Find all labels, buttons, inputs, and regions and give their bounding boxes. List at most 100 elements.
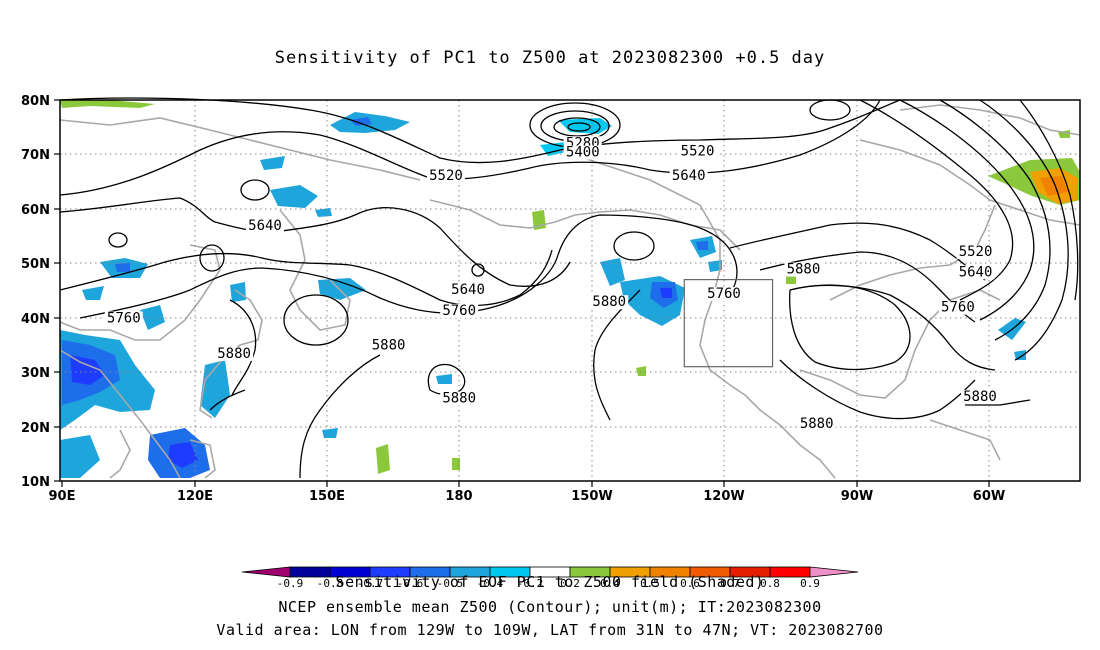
lon-label: 90W xyxy=(841,489,873,504)
shade-patch xyxy=(558,118,612,134)
colorbar-label: 0.8 xyxy=(760,577,780,590)
colorbar-label: 0.5 xyxy=(640,577,660,590)
colorbar-label: 0.2 xyxy=(560,577,580,590)
axis-ticks xyxy=(54,99,990,487)
shade-patch xyxy=(696,241,708,250)
shade-patch xyxy=(60,435,100,478)
shade-patch xyxy=(1014,350,1026,360)
contour-labels: 5280540055205520564056405640576057605760… xyxy=(104,135,999,432)
lon-label: 150W xyxy=(571,489,612,504)
lat-label: 50N xyxy=(21,257,50,272)
shade-patch xyxy=(270,185,318,208)
lon-label: 60W xyxy=(973,489,1005,504)
lat-label: 30N xyxy=(21,366,50,381)
contour-label: 5760 xyxy=(442,303,476,319)
contour-label-bg xyxy=(678,144,717,159)
contour-label-bg xyxy=(956,245,995,260)
colorbar-label: -0.4 xyxy=(477,577,504,590)
colorbar-label: -0.8 xyxy=(317,577,344,590)
shade-patch xyxy=(115,263,130,272)
lat-label: 40N xyxy=(21,312,50,327)
colorbar-label: -0.6 xyxy=(397,577,424,590)
caption-shaded: Sensitivity of EOF PC1 to Z500 field (Sh… xyxy=(335,573,765,591)
shade-patch xyxy=(660,288,672,298)
shade-patch xyxy=(436,374,452,384)
shade-patch xyxy=(350,117,372,126)
contour-label: 5880 xyxy=(787,262,821,278)
contour-label: 5880 xyxy=(592,294,626,310)
colorbar-label: -0.5 xyxy=(437,577,464,590)
lon-label: 120W xyxy=(703,489,744,504)
contour-label: 5760 xyxy=(107,311,141,327)
shade-patch xyxy=(60,100,155,108)
colorbar-label: -0.2 xyxy=(517,577,544,590)
caption-contour: NCEP ensemble mean Z500 (Contour); unit(… xyxy=(278,598,822,616)
lat-label: 80N xyxy=(21,94,50,109)
contour-label: 5760 xyxy=(941,300,975,316)
lon-labels: 90E 120E 150E 180 150W 120W 90W 60W xyxy=(49,489,1006,504)
contour-label: 5880 xyxy=(442,391,476,407)
caption-valid-area: Valid area: LON from 129W to 109W, LAT f… xyxy=(216,621,884,639)
shade-patch xyxy=(200,360,230,418)
contour-label: 5640 xyxy=(451,282,485,298)
colorbar-label: -0.7 xyxy=(357,577,384,590)
coastlines xyxy=(59,104,1081,479)
shade-patch xyxy=(600,258,625,286)
contour-label-bg xyxy=(440,303,479,318)
contour-label: 5760 xyxy=(707,286,741,302)
lon-label: 90E xyxy=(49,489,76,504)
contour-label-bg xyxy=(956,265,995,280)
contour-label: 5520 xyxy=(681,143,715,159)
colorbar-high-triangle xyxy=(809,566,859,578)
page-title: Sensitivity of PC1 to Z500 at 2023082300… xyxy=(274,48,826,68)
contour-label-bg xyxy=(797,417,836,432)
contour-label-bg xyxy=(440,391,479,406)
lon-label: 120E xyxy=(177,489,213,504)
contour-label: 5520 xyxy=(959,244,993,260)
contour-label: 5880 xyxy=(372,338,406,354)
contour-label-bg xyxy=(705,287,743,302)
contour-label-bg xyxy=(590,295,629,310)
shade-patch xyxy=(82,286,104,300)
colorbar-label: 0.9 xyxy=(800,577,820,590)
contour-label: 5640 xyxy=(672,168,706,184)
contour-label: 5400 xyxy=(566,145,600,161)
lon-label: 150E xyxy=(309,489,345,504)
shade-patch xyxy=(70,355,105,385)
lat-label: 20N xyxy=(21,421,50,436)
contour-label-bg xyxy=(104,311,143,326)
colorbar-label: -0.9 xyxy=(277,577,304,590)
lat-label: 10N xyxy=(21,475,50,490)
contour-label-bg xyxy=(449,283,488,298)
shade-patch xyxy=(452,458,460,470)
contour-label: 5640 xyxy=(248,218,282,234)
colorbar-label: 0.7 xyxy=(720,577,740,590)
shade-patch xyxy=(315,208,332,217)
contour-label-bg xyxy=(938,300,977,315)
contour-label-bg xyxy=(960,389,999,404)
valid-area-box xyxy=(683,279,774,368)
map-frame xyxy=(59,99,1081,482)
contour-label: 5880 xyxy=(217,346,251,362)
shade-patch xyxy=(1040,176,1068,196)
lat-label: 70N xyxy=(21,148,50,163)
contour-label-bg xyxy=(669,168,708,183)
contour-label-bg xyxy=(563,145,602,160)
contour-label: 5880 xyxy=(800,416,834,432)
colorbar-label: 0.6 xyxy=(680,577,700,590)
contour-label-bg xyxy=(369,338,408,353)
shade-patch xyxy=(260,156,285,170)
contour-label-bg xyxy=(784,262,823,277)
contour-label: 5880 xyxy=(963,389,997,405)
colorbar xyxy=(241,566,859,578)
shade-patch xyxy=(318,278,366,300)
shade-patch xyxy=(322,428,338,438)
shade-patch xyxy=(168,442,198,468)
contour-label: 5520 xyxy=(429,168,463,184)
colorbar-labels: -0.9 -0.8 -0.7 -0.6 -0.5 -0.4 -0.2 0.2 0.4 0.5 0.6… xyxy=(277,577,820,590)
lon-label: 180 xyxy=(445,489,472,504)
contour-label-bg xyxy=(426,168,465,183)
contour-label: 5640 xyxy=(959,264,993,280)
shade-patch xyxy=(636,366,646,376)
